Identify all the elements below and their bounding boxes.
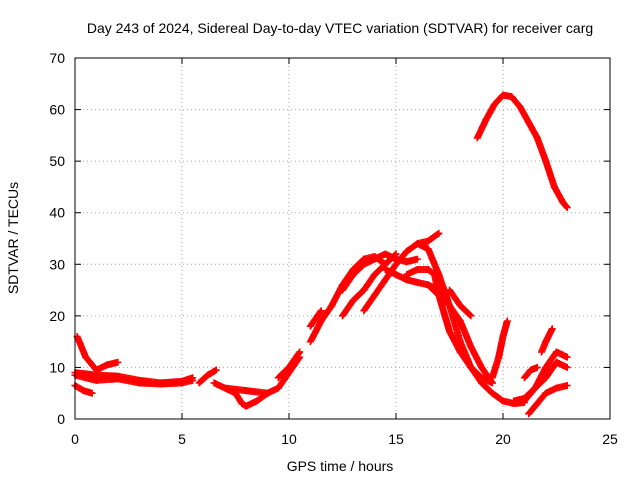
series-track-9 bbox=[306, 253, 389, 346]
data-point-marker bbox=[189, 376, 197, 384]
x-tick-label: 20 bbox=[495, 431, 511, 447]
series-track-7 bbox=[221, 353, 304, 397]
data-point-marker bbox=[563, 381, 571, 389]
data-point-marker bbox=[296, 348, 304, 356]
chart-title: Day 243 of 2024, Sidereal Day-to-day VTE… bbox=[87, 20, 593, 36]
data-point-marker bbox=[466, 311, 474, 319]
data-point-marker bbox=[563, 204, 571, 212]
data-point-marker bbox=[533, 363, 541, 371]
series-track-5 bbox=[195, 366, 220, 387]
y-tick-label: 10 bbox=[49, 359, 65, 375]
y-tick-label: 40 bbox=[49, 205, 65, 221]
series-track-25 bbox=[520, 363, 541, 382]
x-tick-label: 15 bbox=[388, 431, 404, 447]
data-point-marker bbox=[503, 317, 511, 325]
y-tick-label: 70 bbox=[49, 50, 65, 66]
x-axis-label: GPS time / hours bbox=[287, 458, 394, 474]
series-track-24 bbox=[538, 325, 556, 356]
data-point-marker bbox=[434, 230, 442, 238]
grid-lines bbox=[75, 58, 610, 419]
series-track-13 bbox=[360, 229, 443, 315]
data-point-marker bbox=[316, 308, 324, 316]
series-track-23 bbox=[525, 381, 571, 418]
x-tick-label: 25 bbox=[602, 431, 618, 447]
data-point-marker bbox=[563, 363, 571, 371]
y-axis-label: SDTVAR / TECUs bbox=[5, 182, 21, 294]
data-point-marker bbox=[548, 325, 556, 333]
series-track-6 bbox=[210, 379, 272, 410]
data-points bbox=[71, 91, 571, 418]
x-tick-label: 10 bbox=[281, 431, 297, 447]
series-track-15 bbox=[403, 265, 496, 387]
data-point-marker bbox=[413, 255, 421, 263]
series-track-1 bbox=[73, 332, 122, 374]
series-track-4 bbox=[71, 371, 197, 388]
series-track-18 bbox=[446, 286, 475, 320]
plot-frame bbox=[74, 57, 611, 420]
data-point-marker bbox=[435, 229, 443, 237]
series-track-16 bbox=[413, 240, 528, 408]
data-point-marker bbox=[212, 366, 220, 374]
series-track-11 bbox=[339, 250, 400, 320]
data-point-marker bbox=[563, 353, 571, 361]
y-tick-label: 0 bbox=[57, 411, 65, 427]
y-tick-label: 30 bbox=[49, 256, 65, 272]
series-track-20 bbox=[473, 91, 571, 212]
data-point-marker bbox=[88, 389, 96, 397]
x-tick-label: 5 bbox=[178, 431, 186, 447]
series-track-17 bbox=[424, 281, 496, 387]
axis-ticks: 0 5 10 15 20 25 0 10 20 30 40 50 60 70 bbox=[49, 50, 618, 447]
y-tick-label: 60 bbox=[49, 102, 65, 118]
data-point-marker bbox=[562, 203, 570, 211]
y-tick-label: 50 bbox=[49, 153, 65, 169]
series-track-10 bbox=[306, 307, 325, 330]
data-point-marker bbox=[487, 378, 495, 386]
series-track-8 bbox=[274, 348, 304, 382]
series-track-19 bbox=[488, 317, 511, 382]
y-tick-label: 20 bbox=[49, 308, 65, 324]
data-point-marker bbox=[317, 307, 325, 315]
x-tick-label: 0 bbox=[71, 431, 79, 447]
data-point-marker bbox=[467, 312, 475, 320]
series-track-22 bbox=[520, 358, 571, 405]
data-point-marker bbox=[114, 358, 122, 366]
data-point-marker bbox=[295, 349, 303, 357]
